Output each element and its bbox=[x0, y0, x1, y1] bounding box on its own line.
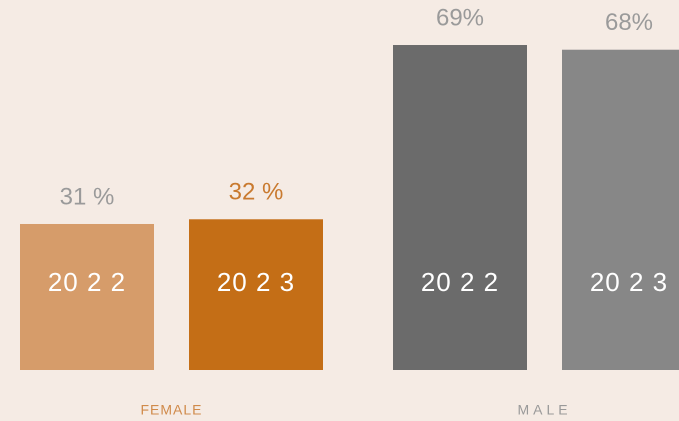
bar bbox=[562, 49, 679, 370]
category-label: MALE bbox=[517, 402, 571, 418]
value-label: 68% bbox=[605, 9, 653, 36]
value-label: 69% bbox=[436, 4, 484, 31]
bar-series-label: 20 2 3 bbox=[590, 267, 668, 297]
value-label: 32 % bbox=[229, 179, 284, 206]
bar bbox=[20, 223, 154, 370]
bar-series-label: 20 2 2 bbox=[421, 267, 499, 297]
bar bbox=[189, 219, 323, 370]
bar-series-label: 20 2 3 bbox=[217, 267, 295, 297]
category-label: FEMALE bbox=[140, 402, 202, 418]
bar-series-label: 20 2 2 bbox=[48, 267, 126, 297]
bar bbox=[393, 45, 527, 370]
value-label: 31 % bbox=[60, 183, 115, 210]
